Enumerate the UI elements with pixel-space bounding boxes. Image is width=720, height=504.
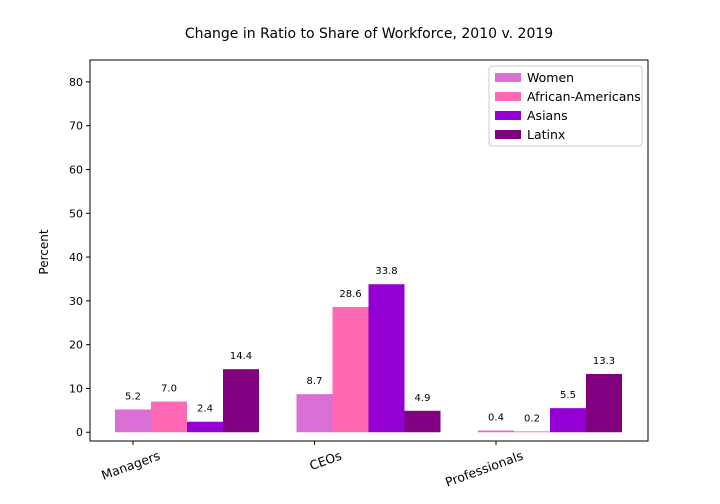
- bar-african-americans-managers: [151, 401, 187, 433]
- bar-value-label: 0.2: [524, 413, 540, 424]
- plot-area: 0 10 20 30 40 50 60 70 80 5.2 7.0 2.4 14.4 Managers 8.…: [69, 76, 622, 490]
- bar-value-label: 2.4: [197, 404, 213, 415]
- y-tick-label: 50: [69, 207, 83, 220]
- y-tick-label: 60: [69, 163, 83, 176]
- bar-latinx-managers: [223, 369, 259, 433]
- y-tick-label: 0: [76, 426, 83, 439]
- bar-value-label: 33.8: [375, 266, 397, 277]
- bar-value-label: 8.7: [307, 376, 323, 387]
- bar-asians-ceos: [368, 284, 405, 433]
- bar-value-label: 5.5: [560, 390, 576, 401]
- bar-women-managers: [115, 409, 151, 433]
- y-tick-label: 40: [69, 251, 83, 264]
- x-tick-label: Professionals: [443, 448, 525, 490]
- y-tick-label: 80: [69, 76, 83, 89]
- y-tick-label: 20: [69, 339, 83, 352]
- legend-label: African-Americans: [527, 89, 641, 104]
- legend-label: Latinx: [527, 127, 565, 142]
- bar-asians-managers: [187, 421, 223, 433]
- bar-value-label: 7.0: [161, 384, 177, 395]
- legend-box: [488, 65, 643, 147]
- bar-value-label: 0.4: [488, 412, 504, 423]
- x-tick-label: Managers: [99, 448, 162, 483]
- legend: Women African-Americans Asians Latinx: [488, 65, 643, 147]
- bar-african-americans-ceos: [332, 306, 369, 433]
- bar-african-americans-professionals: [514, 431, 550, 433]
- bar-women-ceos: [296, 394, 333, 433]
- bar-latinx-ceos: [404, 410, 441, 433]
- bar-value-label: 4.9: [415, 393, 431, 404]
- bar-value-label: 14.4: [230, 351, 252, 362]
- legend-swatch: [495, 73, 521, 82]
- legend-label: Women: [527, 70, 574, 85]
- bar-value-label: 13.3: [593, 356, 615, 367]
- bar-value-label: 5.2: [125, 391, 141, 402]
- y-axis-label: Percent: [37, 229, 51, 274]
- y-tick-label: 10: [69, 382, 83, 395]
- y-tick-label: 30: [69, 295, 83, 308]
- bar-women-professionals: [478, 430, 514, 433]
- y-tick-label: 70: [69, 120, 83, 133]
- bar-latinx-professionals: [586, 373, 622, 433]
- x-tick-label: CEOs: [307, 448, 343, 473]
- legend-swatch: [495, 92, 521, 101]
- legend-swatch: [495, 130, 521, 139]
- legend-label: Asians: [527, 108, 568, 123]
- bar-value-label: 28.6: [339, 289, 361, 300]
- plot-frame: [89, 59, 649, 442]
- chart-title: Change in Ratio to Share of Workforce, 2…: [185, 26, 553, 42]
- bar-asians-professionals: [550, 408, 586, 433]
- legend-swatch: [495, 111, 521, 120]
